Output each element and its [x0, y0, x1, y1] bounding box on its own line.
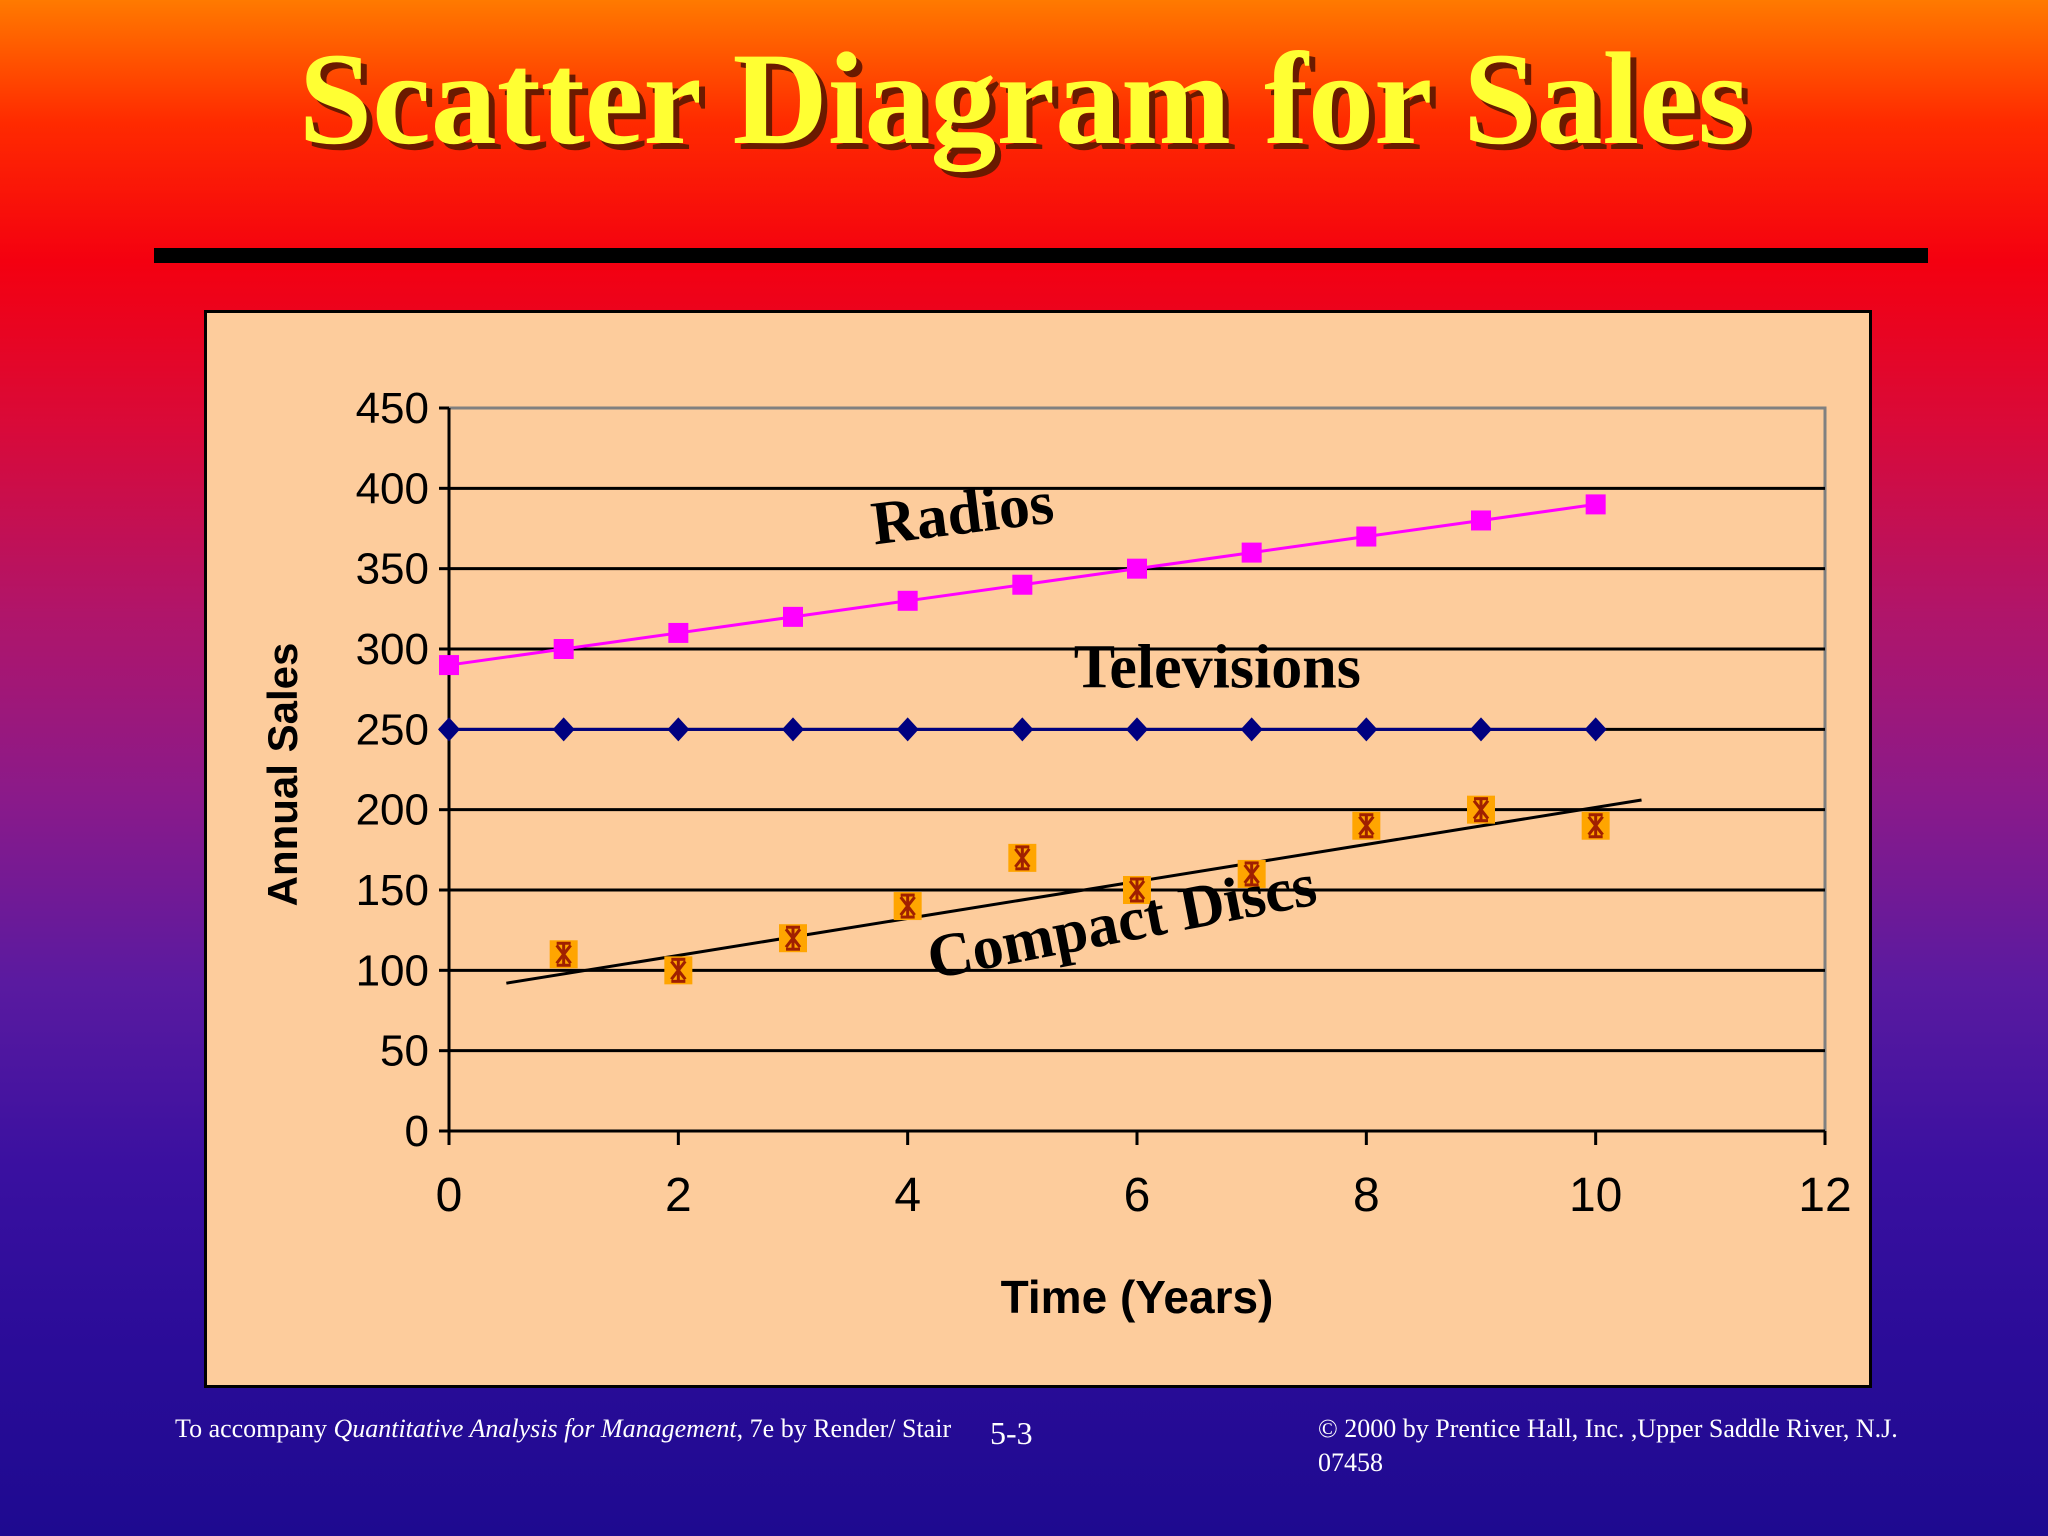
page-number: 5-3 — [990, 1415, 1033, 1451]
y-axis-title: Annual Sales — [259, 643, 306, 907]
x-tick-label: 4 — [894, 1169, 921, 1222]
plot-area-frame — [447, 406, 1827, 1133]
x-axis-title: Time (Years) — [1001, 1271, 1274, 1323]
point-radios — [783, 606, 803, 627]
y-tick-label: 50 — [380, 1027, 429, 1076]
point-radios — [897, 590, 918, 611]
y-tick-label: 300 — [356, 625, 429, 674]
point-televisions — [1470, 717, 1492, 742]
point-compact-discs — [1008, 843, 1037, 872]
footer-copyright: © 2000 by Prentice Hall, Inc. ,Upper Sad… — [1318, 1414, 1898, 1477]
point-televisions — [1011, 717, 1034, 742]
point-compact-discs — [1123, 876, 1151, 904]
footer-citation: To accompany Quantitative Analysis for M… — [175, 1412, 951, 1446]
chart-panel: 0 50 100 150 200 250 300 350 400 450 0 2 4 6 8 10 12 Time… — [204, 310, 1872, 1388]
footer-book-title: Quantitative Analysis for Management — [333, 1414, 737, 1443]
y-tick-label: 100 — [356, 946, 429, 995]
y-tick-label: 400 — [356, 464, 429, 513]
point-radios — [1471, 510, 1491, 531]
point-compact-discs — [893, 892, 922, 921]
point-televisions — [782, 717, 804, 742]
point-televisions — [896, 717, 919, 742]
point-compact-discs — [1467, 795, 1495, 824]
y-tick-label: 350 — [356, 545, 429, 594]
point-televisions — [1240, 717, 1263, 742]
point-compact-discs — [549, 940, 578, 969]
point-radios — [1356, 526, 1377, 547]
x-tick-label: 8 — [1353, 1169, 1380, 1222]
point-radios — [1127, 558, 1147, 579]
point-radios — [668, 622, 689, 643]
title-divider — [154, 248, 1928, 263]
x-tick-label: 2 — [665, 1169, 692, 1222]
footer-citation-prefix: To accompany — [175, 1414, 334, 1443]
y-tick-label: 200 — [356, 786, 429, 835]
point-televisions — [1126, 717, 1148, 742]
x-tick-label: 10 — [1569, 1169, 1622, 1222]
point-radios — [553, 639, 574, 659]
annotation-televisions: Televisions — [1074, 634, 1361, 702]
point-compact-discs — [779, 924, 807, 953]
point-radios — [1585, 494, 1606, 515]
scatter-chart: 0 50 100 150 200 250 300 350 400 450 0 2 4 6 8 10 12 Time… — [259, 384, 1852, 1323]
point-compact-discs — [1352, 811, 1381, 840]
y-tick-label: 0 — [405, 1107, 429, 1156]
point-televisions — [667, 717, 690, 742]
point-compact-discs — [1581, 811, 1610, 840]
x-tick-label: 12 — [1798, 1169, 1851, 1222]
point-radios — [439, 655, 459, 676]
point-compact-discs — [1237, 859, 1266, 888]
x-tick-label: 6 — [1124, 1169, 1151, 1222]
annotation-radios: Radios — [868, 469, 1058, 559]
footer-citation-suffix: , 7e by Render/ Stair — [736, 1414, 952, 1443]
point-televisions — [438, 717, 460, 742]
point-televisions — [552, 717, 575, 742]
point-radios — [1012, 574, 1033, 595]
point-televisions — [1355, 717, 1378, 742]
point-televisions — [1584, 717, 1607, 742]
y-tick-label: 450 — [356, 384, 429, 433]
y-tick-label: 250 — [356, 705, 429, 754]
point-radios — [1241, 542, 1262, 563]
slide-title: Scatter Diagram for Sales — [298, 25, 1750, 172]
y-tick-label: 150 — [356, 866, 429, 915]
x-tick-label: 0 — [436, 1169, 463, 1222]
point-compact-discs — [664, 956, 693, 985]
trendline — [506, 798, 1642, 985]
